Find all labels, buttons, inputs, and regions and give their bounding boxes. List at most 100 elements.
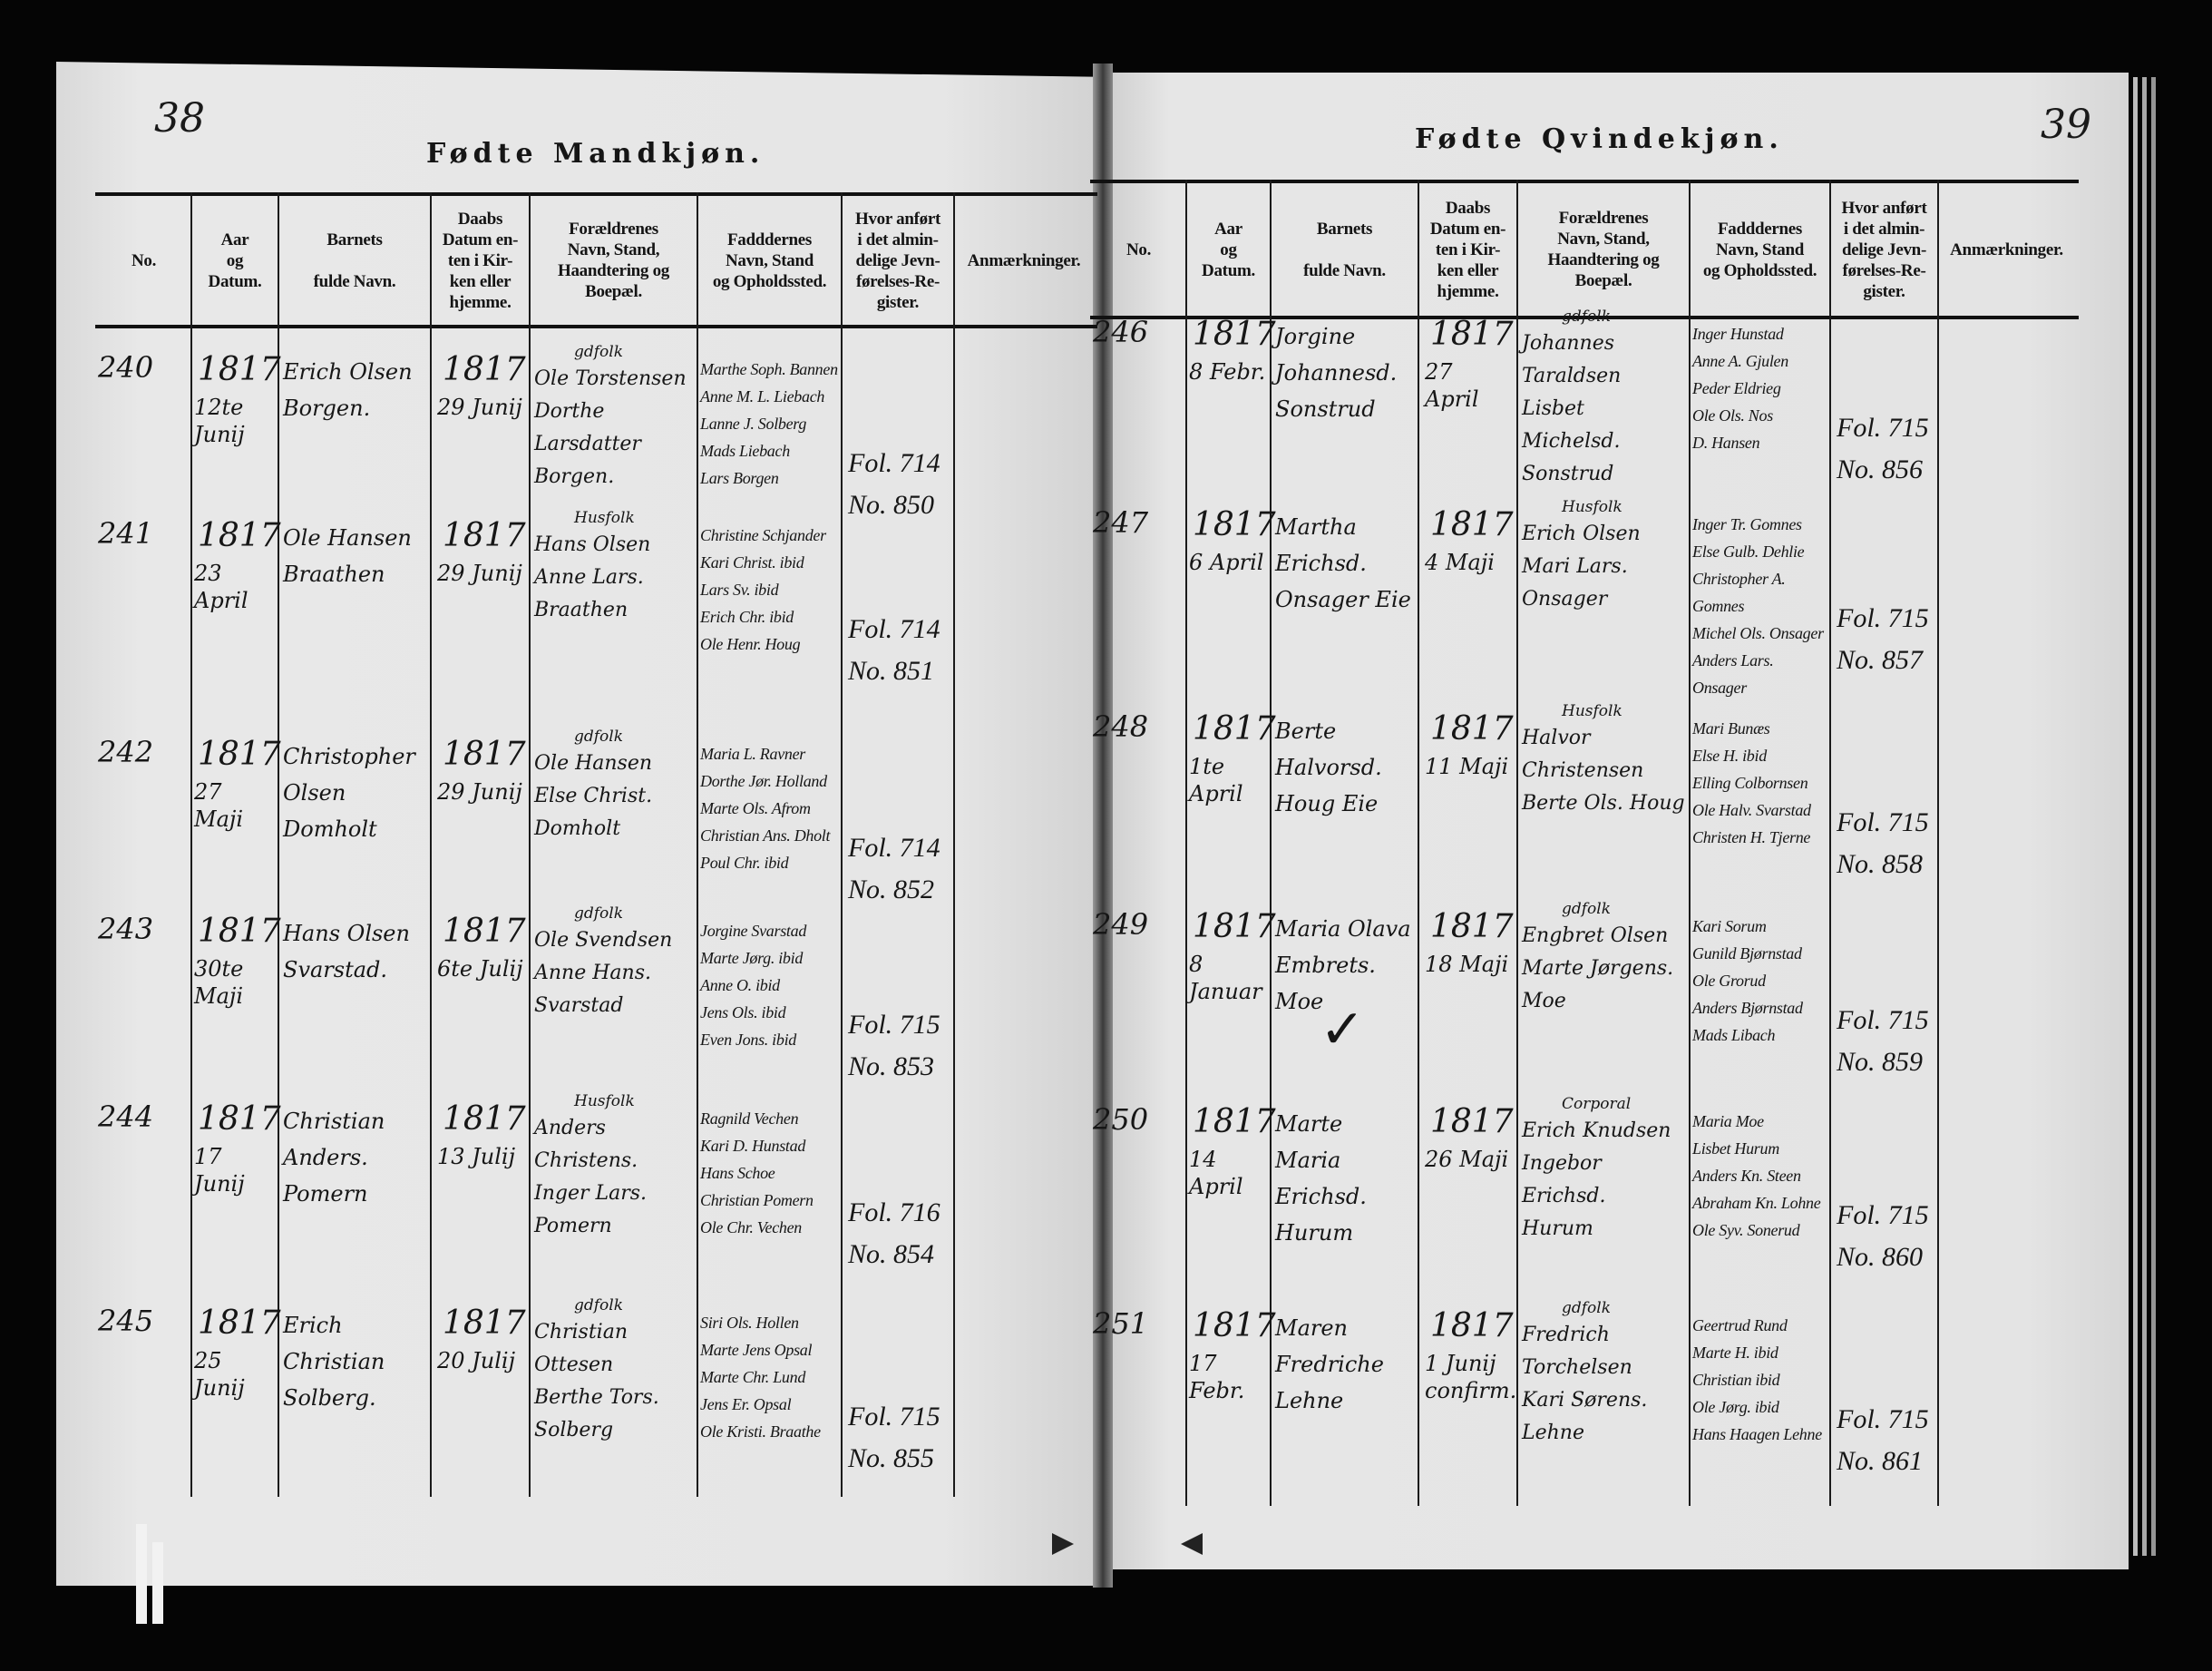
- left-page-number: 38: [154, 95, 205, 142]
- register-reference: Fol. 714 No. 852: [848, 833, 940, 904]
- column-divider: [1516, 180, 1518, 1506]
- parents-names: Halvor Christensen Berte Ols. Houg: [1522, 727, 1685, 815]
- entry-number: 243: [98, 912, 154, 946]
- entry-number: 251: [1093, 1306, 1149, 1341]
- parents-status: Husfolk: [1562, 498, 1622, 516]
- child-name: Jorgine Johannesd. Sonstrud: [1275, 324, 1398, 422]
- parents-names: Johannes Taraldsen Lisbet Michelsd. Sons…: [1522, 332, 1622, 485]
- column-divider: [1689, 180, 1691, 1506]
- baptism-date: 29 Junij: [437, 561, 522, 586]
- birth-year: 1817: [1193, 1307, 1276, 1344]
- sponsors-names: Christine Schjander Kari Christ. ibid La…: [700, 526, 826, 653]
- baptism-date: 6te Julij: [437, 956, 523, 982]
- birth-year: 1817: [1193, 316, 1276, 353]
- parents-status: Husfolk: [574, 1092, 635, 1110]
- register-reference: Fol. 715 No. 853: [848, 1010, 940, 1081]
- child-name: Christopher Olsen Domholt: [283, 744, 415, 842]
- birth-year: 1817: [198, 913, 281, 950]
- header-bottom-rule: [1090, 316, 2079, 319]
- baptism-date: 4 Maji: [1425, 550, 1495, 575]
- child-name: Erich Christian Solberg.: [283, 1313, 385, 1411]
- parents-names: Ole Hansen Else Christ. Domholt: [534, 752, 653, 840]
- column-header-child: Barnets fulde Navn.: [313, 230, 396, 291]
- check-mark-icon: ✓: [1320, 998, 1366, 1061]
- child-name: Maren Fredriche Lehne: [1275, 1315, 1384, 1413]
- column-header-no: No.: [131, 250, 157, 270]
- birth-year: 1817: [198, 351, 281, 388]
- register-reference: Fol. 714 No. 851: [848, 614, 940, 686]
- register-reference: Fol. 715 No. 855: [848, 1402, 940, 1473]
- child-name: Hans Olsen Svarstad.: [283, 921, 410, 982]
- entry-number: 242: [98, 735, 154, 769]
- baptism-year: 1817: [1430, 506, 1514, 543]
- birth-date: 12te Junij: [194, 395, 245, 447]
- register-reference: Fol. 715 No. 856: [1837, 413, 1929, 484]
- sponsors-names: Ragnild Vechen Kari D. Hunstad Hans Scho…: [700, 1109, 814, 1236]
- column-header-date: Aar og Datum.: [1202, 219, 1255, 280]
- column-divider: [1829, 180, 1831, 1506]
- sponsors-names: Jorgine Svarstad Marte Jørg. ibid Anne O…: [700, 922, 807, 1049]
- baptism-date: 13 Julij: [437, 1144, 516, 1169]
- register-reference: Fol. 716 No. 854: [848, 1197, 940, 1269]
- sponsors-names: Mari Bunæs Else H. ibid Elling Colbornse…: [1692, 719, 1811, 846]
- entry-number: 245: [98, 1304, 154, 1338]
- child-name: Berte Halvorsd. Houg Eie: [1275, 718, 1382, 816]
- sponsors-names: Inger Tr. Gomnes Else Gulb. Dehlie Chris…: [1692, 515, 1824, 697]
- entry-number: 241: [98, 516, 154, 551]
- child-name: Maria Olava Embrets. Moe: [1275, 916, 1411, 1014]
- parents-status: gdfolk: [1562, 308, 1612, 326]
- sponsors-names: Kari Sorum Gunild Bjørnstad Ole Grorud A…: [1692, 917, 1803, 1044]
- birth-date: 23 April: [194, 561, 248, 613]
- baptism-year: 1817: [443, 736, 526, 773]
- birth-date: 30te Maji: [194, 956, 244, 1009]
- column-divider: [190, 192, 192, 1497]
- column-divider: [841, 192, 843, 1497]
- page-edge: [2133, 77, 2138, 1556]
- baptism-year: 1817: [443, 517, 526, 554]
- right-page-title: Fødte Qvindekjøn.: [1415, 123, 1784, 155]
- column-header-remarks: Anmærkninger.: [967, 250, 1081, 270]
- baptism-year: 1817: [1430, 1103, 1514, 1140]
- baptism-year: 1817: [1430, 710, 1514, 748]
- birth-year: 1817: [1193, 710, 1276, 748]
- birth-date: 1te April: [1189, 754, 1243, 806]
- column-header-sponsors: Fadddernes Navn, Stand og Opholdssted.: [1702, 219, 1817, 280]
- birth-date: 17 Junij: [194, 1144, 245, 1197]
- torn-page-strip: [152, 1542, 163, 1624]
- column-divider: [278, 192, 279, 1497]
- baptism-date: 11 Maji: [1425, 754, 1509, 779]
- birth-year: 1817: [1193, 506, 1276, 543]
- birth-date: 6 April: [1189, 550, 1264, 575]
- column-divider: [1418, 180, 1419, 1506]
- parents-names: Fredrich Torchelsen Kari Sørens. Lehne: [1522, 1324, 1648, 1444]
- birth-year: 1817: [198, 517, 281, 554]
- register-reference: Fol. 715 No. 861: [1837, 1404, 1929, 1476]
- page-edge: [2142, 77, 2147, 1556]
- sponsors-names: Inger Hunstad Anne A. Gjulen Peder Eldri…: [1692, 325, 1788, 452]
- parents-status: gdfolk: [574, 343, 624, 361]
- birth-year: 1817: [1193, 1103, 1276, 1140]
- register-reference: Fol. 715 No. 857: [1837, 603, 1929, 675]
- birth-year: 1817: [198, 736, 281, 773]
- parents-status: gdfolk: [574, 1296, 624, 1314]
- page-marker-icon: [1181, 1533, 1203, 1555]
- birth-date: 25 Junij: [194, 1348, 245, 1401]
- page-edge: [2151, 77, 2156, 1556]
- child-name: Ole Hansen Braathen: [283, 525, 412, 587]
- sponsors-names: Maria L. Ravner Dorthe Jør. Holland Mart…: [700, 745, 831, 872]
- column-header-no: No.: [1125, 239, 1152, 259]
- entry-number: 248: [1093, 709, 1149, 744]
- column-header-baptism: Daabs Datum en- ten i Kir- ken eller hje…: [442, 209, 519, 312]
- baptism-year: 1817: [1430, 908, 1514, 945]
- left-page: [56, 62, 1099, 1586]
- birth-year: 1817: [1193, 908, 1276, 945]
- column-divider: [529, 192, 531, 1497]
- header-top-rule: [1090, 180, 2079, 183]
- header-bottom-rule: [95, 325, 1097, 328]
- parents-status: gdfolk: [574, 728, 624, 746]
- entry-number: 244: [98, 1099, 154, 1134]
- column-header-child: Barnets fulde Navn.: [1303, 219, 1386, 280]
- baptism-year: 1817: [443, 913, 526, 950]
- column-header-remarks: Anmærkninger.: [1950, 239, 2063, 259]
- child-name: Erich Olsen Borgen.: [283, 359, 413, 421]
